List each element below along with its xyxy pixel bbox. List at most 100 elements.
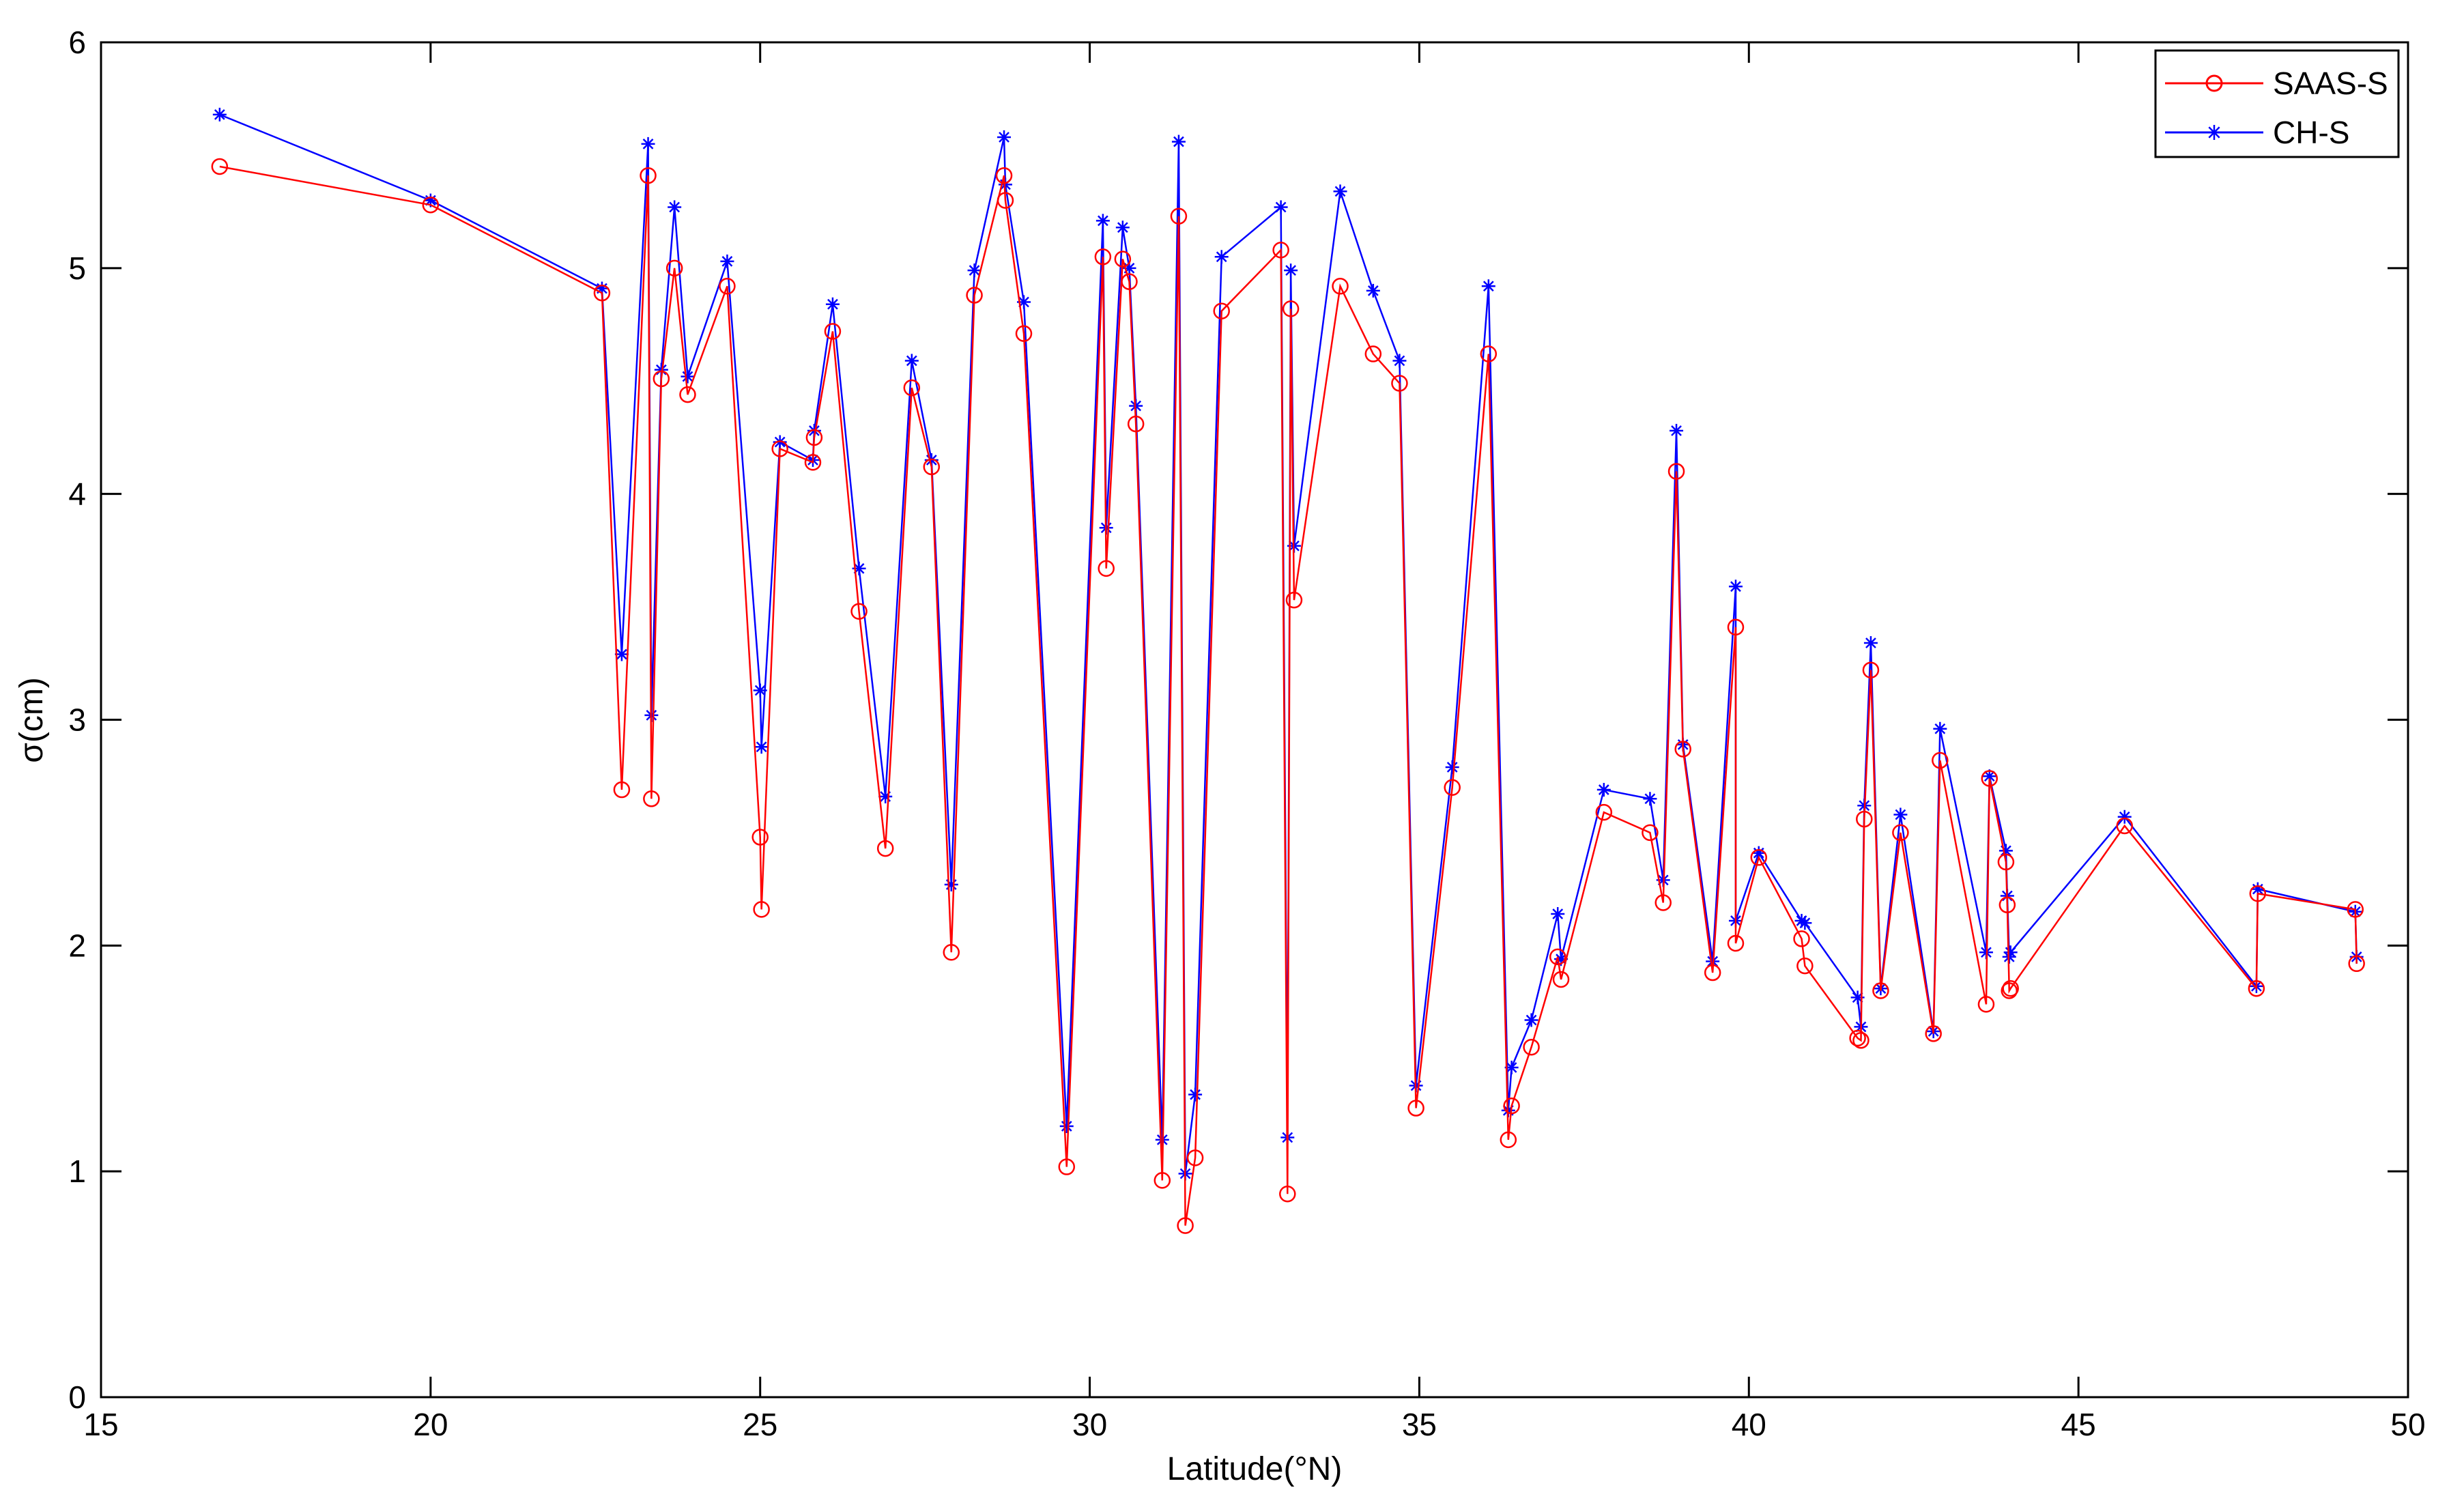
data-point-saas-s: [1272, 242, 1289, 259]
data-point-saas-s: [2348, 955, 2365, 973]
x-tick-label: 25: [743, 1407, 777, 1442]
legend-box: [2154, 49, 2400, 158]
x-tick-label: 45: [2061, 1407, 2096, 1442]
data-point-saas-s: [1852, 1032, 1870, 1049]
data-point-saas-s: [1892, 824, 1909, 842]
data-point-ch-s: [668, 200, 682, 214]
data-point-saas-s: [1999, 896, 2016, 914]
data-point-saas-s: [1121, 273, 1138, 290]
data-point-saas-s: [824, 323, 842, 340]
data-point-saas-s: [1391, 375, 1408, 392]
series-layer: [211, 107, 2365, 1234]
data-point-ch-s: [1095, 214, 1110, 228]
plot-frame: [100, 41, 2409, 1399]
data-point-ch-s: [1893, 807, 1908, 822]
data-point-saas-s: [1727, 618, 1745, 636]
data-point-saas-s: [1793, 930, 1810, 947]
data-point-saas-s: [1549, 948, 1566, 966]
data-point-ch-s: [1366, 283, 1380, 298]
data-point-ch-s: [944, 878, 958, 892]
data-point-ch-s: [1171, 134, 1186, 149]
data-point-saas-s: [1642, 824, 1659, 842]
data-point-ch-s: [1284, 263, 1298, 278]
data-point-saas-s: [1862, 661, 1880, 678]
data-point-ch-s: [212, 107, 227, 121]
data-point-saas-s: [1727, 934, 1745, 952]
data-point-ch-s: [1214, 250, 1229, 264]
data-point-saas-s: [1595, 803, 1613, 821]
data-point-saas-s: [923, 458, 941, 476]
data-point-ch-s: [1059, 1119, 1074, 1133]
data-point-saas-s: [665, 259, 683, 277]
data-point-saas-s: [1981, 770, 1999, 787]
data-point-saas-s: [2116, 817, 2133, 835]
data-point-ch-s: [1728, 579, 1743, 594]
data-point-ch-s: [1504, 1060, 1519, 1074]
data-point-ch-s: [1596, 783, 1611, 797]
data-point-saas-s: [966, 287, 983, 304]
data-point-ch-s: [2003, 945, 2018, 960]
data-point-saas-s: [2347, 901, 2364, 918]
y-tick-label: 3: [68, 702, 86, 738]
data-point-ch-s: [997, 130, 1012, 144]
data-point-saas-s: [593, 284, 611, 302]
y-tick-label: 2: [68, 928, 86, 963]
x-tick-label: 50: [2390, 1407, 2425, 1442]
data-point-saas-s: [903, 379, 921, 397]
data-point-saas-s: [1154, 1172, 1171, 1189]
data-point-saas-s: [1015, 325, 1033, 343]
x-tick-label: 30: [1072, 1407, 1107, 1442]
data-point-ch-s: [1115, 220, 1130, 235]
data-point-ch-s: [720, 254, 734, 268]
data-point-saas-s: [2001, 982, 2018, 999]
y-tick-label: 4: [68, 476, 86, 512]
data-point-saas-s: [1114, 250, 1132, 268]
data-point-ch-s: [1524, 1013, 1538, 1027]
data-point-ch-s: [1551, 907, 1565, 921]
data-point-saas-s: [1177, 1217, 1194, 1234]
data-point-saas-s: [1332, 278, 1349, 295]
legend-marker-saas-s: [2205, 74, 2223, 92]
data-point-saas-s: [805, 429, 823, 446]
x-tick-label: 20: [413, 1407, 448, 1442]
y-tick-label: 6: [68, 25, 86, 60]
data-point-saas-s: [1849, 1029, 1866, 1047]
data-point-saas-s: [719, 278, 736, 295]
data-point-saas-s: [1500, 1131, 1517, 1149]
data-point-saas-s: [1654, 894, 1672, 911]
data-point-saas-s: [1127, 415, 1145, 433]
data-point-ch-s: [904, 354, 919, 368]
data-point-saas-s: [995, 167, 1013, 184]
data-point-ch-s: [1333, 184, 1347, 199]
data-point-ch-s: [754, 740, 769, 754]
data-point-saas-s: [1058, 1158, 1076, 1175]
data-point-saas-s: [1282, 300, 1300, 317]
legend-marker-ch-s: [2207, 125, 2222, 140]
data-point-saas-s: [1932, 751, 1949, 769]
data-point-saas-s: [1444, 779, 1461, 796]
data-point-saas-s: [640, 167, 657, 184]
legend-label-ch-s: CH-S: [2273, 115, 2349, 150]
data-point-saas-s: [1503, 1097, 1520, 1115]
data-point-saas-s: [1674, 741, 1691, 758]
data-point-saas-s: [1407, 1100, 1424, 1117]
data-point-ch-s: [825, 297, 840, 311]
data-point-saas-s: [1796, 957, 1814, 975]
data-point-ch-s: [753, 683, 767, 698]
data-point-saas-s: [850, 603, 868, 620]
data-point-saas-s: [2248, 979, 2265, 997]
data-point-saas-s: [1480, 345, 1498, 362]
data-point-saas-s: [1750, 849, 1768, 866]
data-point-saas-s: [1098, 560, 1115, 577]
data-point-saas-s: [1094, 248, 1112, 266]
data-point-ch-s: [1481, 279, 1495, 293]
x-axis-label: Latitude(°N): [1167, 1451, 1343, 1487]
data-point-ch-s: [1274, 200, 1288, 214]
data-point-saas-s: [1997, 853, 2015, 871]
data-point-ch-s: [967, 263, 982, 278]
data-point-saas-s: [1285, 591, 1303, 609]
data-point-ch-s: [1445, 760, 1459, 774]
data-point-ch-s: [1643, 792, 1657, 806]
data-point-saas-s: [1552, 971, 1570, 988]
data-point-saas-s: [1523, 1038, 1540, 1056]
